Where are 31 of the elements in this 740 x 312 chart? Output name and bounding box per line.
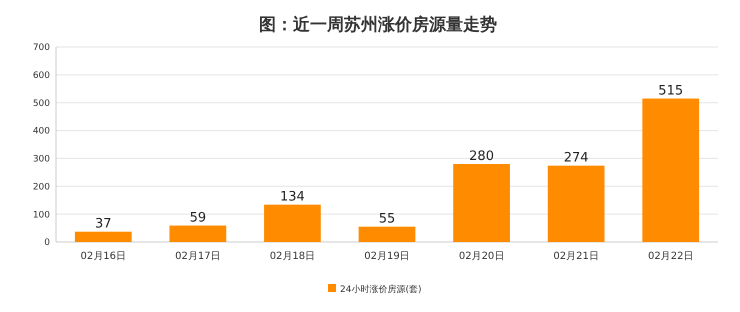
bar bbox=[358, 226, 416, 242]
x-tick-label: 02月20日 bbox=[458, 251, 504, 262]
x-tick-label: 02月16日 bbox=[80, 251, 126, 262]
y-tick-label: 200 bbox=[32, 182, 50, 192]
data-label: 274 bbox=[564, 150, 589, 166]
bar bbox=[453, 164, 510, 242]
bar bbox=[642, 98, 700, 242]
y-tick-label: 100 bbox=[32, 210, 50, 220]
legend-label: 24小时涨价房源(套) bbox=[340, 284, 422, 295]
x-tick-label: 02月22日 bbox=[648, 251, 694, 262]
bar bbox=[169, 226, 226, 242]
y-tick-label: 300 bbox=[32, 154, 50, 165]
data-label: 59 bbox=[190, 210, 206, 226]
data-label: 37 bbox=[95, 216, 112, 232]
data-label: 515 bbox=[658, 84, 684, 99]
bar bbox=[548, 166, 605, 242]
x-tick-label: 02月19日 bbox=[364, 251, 410, 262]
data-label: 280 bbox=[469, 149, 494, 164]
y-tick-label: 500 bbox=[32, 98, 50, 109]
bar bbox=[74, 232, 132, 242]
data-label: 55 bbox=[378, 212, 396, 227]
bar bbox=[264, 204, 321, 242]
chart-title: 图：近一周苏州涨价房源量走势 bbox=[259, 15, 497, 35]
y-tick-label: 400 bbox=[32, 126, 50, 137]
y-tick-label: 700 bbox=[32, 43, 50, 54]
x-tick-label: 02月21日 bbox=[553, 251, 599, 262]
data-label: 134 bbox=[280, 190, 305, 205]
y-tick-label: 0 bbox=[44, 238, 50, 248]
x-tick-label: 02月18日 bbox=[270, 251, 316, 262]
y-tick-label: 600 bbox=[32, 71, 50, 82]
x-tick-label: 02月17日 bbox=[175, 251, 221, 262]
